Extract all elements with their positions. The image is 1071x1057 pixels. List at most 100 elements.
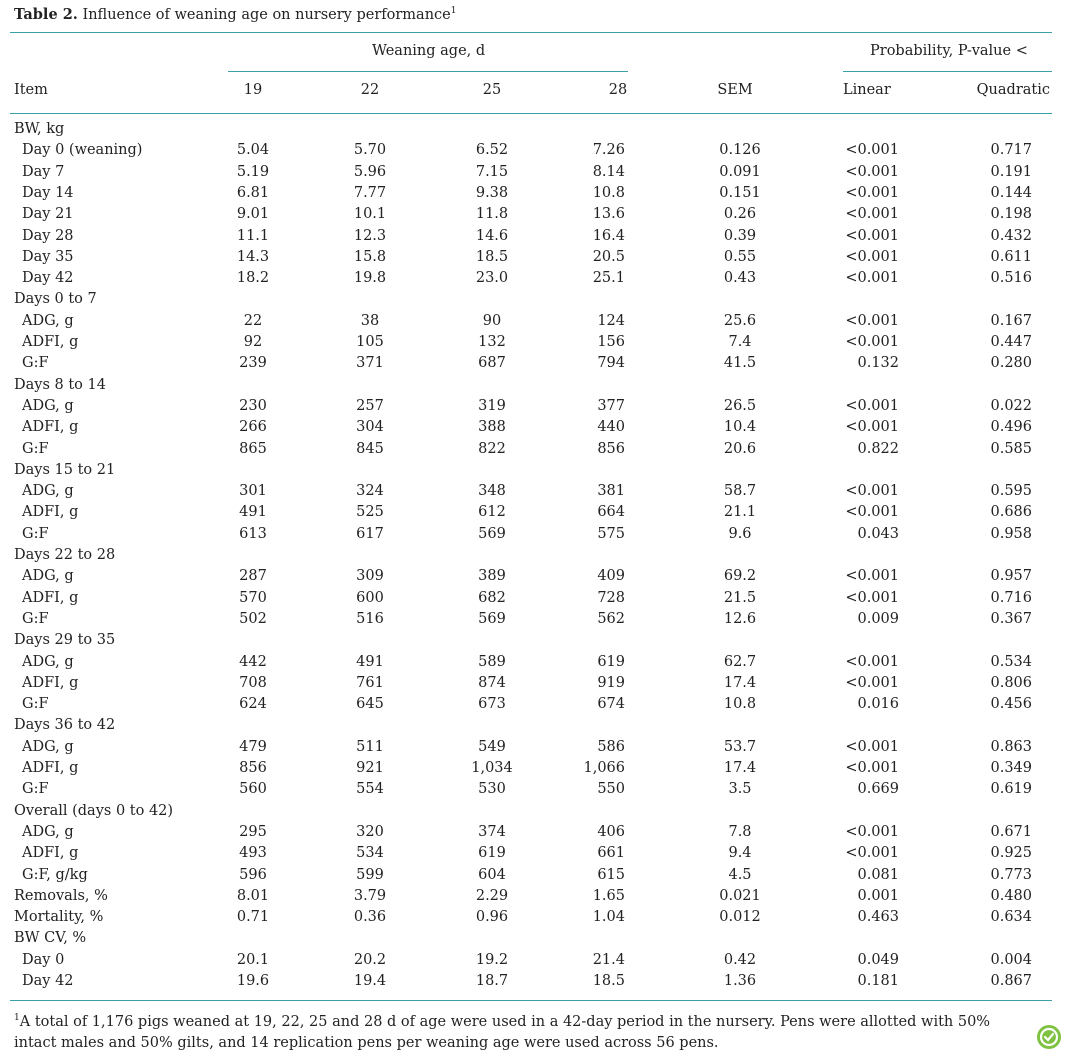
cell-quadratic: 0.447 (990, 334, 1032, 350)
cell-age-28: 409 (597, 568, 625, 585)
cell-age-19: 502 (239, 610, 267, 627)
cell-age-19: 479 (239, 738, 267, 755)
cell-quadratic: 0.863 (990, 738, 1032, 755)
cell-quadratic: 0.925 (990, 845, 1032, 862)
cell-age-19: 11.1 (236, 227, 270, 244)
cell-age-25: 569 (478, 610, 506, 627)
cell-age-19: 14.3 (236, 248, 270, 265)
cell-age-28: 1,066 (583, 760, 625, 776)
cell-age-22: 38 (360, 312, 380, 329)
cell-age-19: 865 (239, 440, 267, 457)
cell-linear: <0.001 (845, 483, 899, 500)
cell-linear: 0.181 (857, 973, 899, 989)
cell-quadratic: 0.480 (990, 887, 1032, 904)
cell-age-28: 586 (597, 738, 625, 755)
cell-quadratic: 0.367 (990, 610, 1032, 627)
cell-sem: 0.42 (723, 951, 757, 968)
cell-age-25: 549 (478, 738, 506, 755)
section-label: BW CV, % (14, 930, 87, 947)
cell-age-22: 5.70 (353, 142, 387, 159)
cell-quadratic: 0.191 (990, 163, 1032, 180)
cell-quadratic: 0.004 (990, 951, 1032, 968)
cell-age-25: 7.15 (475, 163, 509, 180)
cell-age-19: 266 (239, 419, 267, 436)
cell-sem: 0.43 (723, 270, 757, 287)
cell-age-22: 324 (356, 483, 384, 500)
cell-linear: <0.001 (845, 589, 899, 606)
cell-age-25: 388 (478, 419, 506, 436)
header-rule (10, 113, 1052, 114)
row-label: ADG, g (22, 312, 74, 329)
cell-linear: 0.463 (857, 909, 899, 926)
cell-age-28: 21.4 (592, 951, 625, 968)
cell-sem: 9.6 (728, 525, 752, 542)
cell-age-28: 856 (597, 440, 625, 457)
cell-age-22: 304 (356, 419, 384, 436)
header-age-22: 22 (360, 82, 380, 98)
cell-age-22: 5.96 (353, 163, 387, 180)
cell-linear: <0.001 (845, 397, 899, 414)
cell-age-25: 14.6 (475, 227, 509, 244)
cell-age-19: 22 (243, 312, 263, 329)
cell-age-28: 575 (597, 525, 625, 542)
cell-age-19: 560 (239, 781, 267, 798)
cell-linear: <0.001 (845, 823, 899, 840)
cell-age-28: 377 (597, 397, 625, 414)
cell-sem: 17.4 (723, 760, 757, 776)
cell-age-22: 645 (356, 696, 384, 713)
row-label: G:F (22, 525, 49, 542)
header-weaning-age: Weaning age, d (372, 43, 486, 59)
cell-age-22: 761 (356, 674, 384, 691)
cell-age-19: 9.01 (236, 206, 270, 223)
cell-linear: <0.001 (845, 334, 899, 350)
row-label: Day 0 (22, 951, 65, 968)
header-sem: SEM (717, 82, 753, 98)
cell-age-28: 664 (597, 504, 625, 521)
cell-quadratic: 0.611 (990, 248, 1032, 265)
cell-age-19: 856 (239, 760, 267, 776)
cell-sem: 53.7 (723, 738, 757, 755)
cell-age-25: 604 (478, 866, 506, 883)
cell-age-25: 319 (478, 397, 506, 414)
cell-sem: 17.4 (723, 674, 757, 691)
row-label: ADFI, g (22, 845, 79, 862)
table-label: Table 2. (14, 6, 78, 23)
cell-age-22: 19.8 (353, 270, 387, 287)
cell-quadratic: 0.634 (990, 909, 1032, 926)
cell-age-28: 619 (597, 653, 625, 670)
cell-age-22: 15.8 (353, 248, 387, 265)
cell-sem: 26.5 (723, 397, 757, 414)
row-label: G:F (22, 781, 49, 798)
cell-sem: 62.7 (723, 653, 757, 670)
cell-age-25: 374 (478, 823, 506, 840)
cell-age-25: 1,034 (471, 760, 513, 776)
row-label: ADFI, g (22, 589, 79, 606)
cell-age-22: 257 (356, 397, 384, 414)
cell-age-22: 0.36 (353, 909, 387, 926)
cell-age-28: 440 (597, 419, 625, 436)
cell-age-28: 1.04 (592, 909, 625, 926)
cell-age-25: 612 (478, 504, 506, 521)
row-label: ADFI, g (22, 674, 79, 691)
cell-linear: <0.001 (845, 312, 899, 329)
cell-quadratic: 0.671 (990, 823, 1032, 840)
section-label: Days 36 to 42 (14, 717, 116, 734)
cell-sem: 0.021 (719, 887, 761, 904)
cell-age-22: 534 (356, 845, 384, 862)
cell-age-28: 919 (597, 674, 625, 691)
cell-age-22: 600 (356, 589, 384, 606)
cell-age-25: 822 (478, 440, 506, 457)
cell-age-19: 92 (243, 334, 263, 350)
cell-quadratic: 0.957 (990, 568, 1032, 585)
cell-sem: 4.5 (728, 866, 752, 883)
cell-age-22: 12.3 (353, 227, 387, 244)
cell-quadratic: 0.456 (990, 696, 1032, 713)
section-label: Days 8 to 14 (14, 376, 106, 393)
cell-age-22: 320 (356, 823, 384, 840)
cell-age-28: 13.6 (592, 206, 625, 223)
cell-linear: <0.001 (845, 760, 899, 776)
cell-age-19: 301 (239, 483, 267, 500)
row-label: Day 7 (22, 163, 65, 180)
footnote-mark: 1 (14, 1013, 20, 1023)
cell-sem: 0.26 (723, 206, 757, 223)
